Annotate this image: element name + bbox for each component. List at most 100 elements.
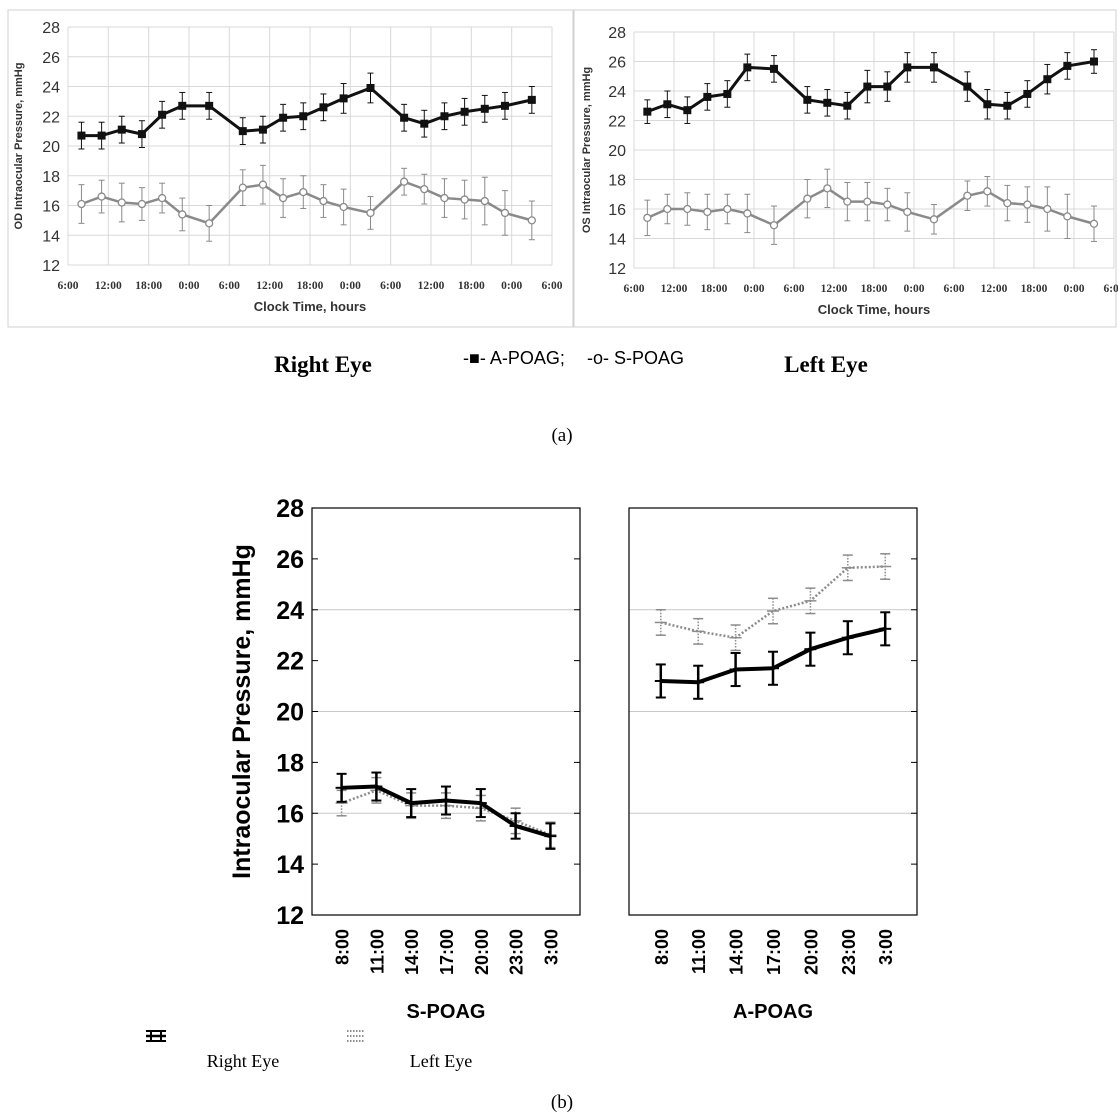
a-poag-point [903, 63, 912, 72]
x-tick-label: 0:00 [903, 283, 924, 295]
a-poag-point [279, 113, 288, 122]
x-tick-label: 12:00 [256, 280, 283, 292]
caption-right-eye: Right Eye [274, 352, 372, 377]
a-poag-point [803, 95, 812, 104]
legend-a-apoag: -■- A-POAG; [463, 348, 565, 368]
caption-left-eye: Left Eye [784, 352, 868, 377]
x-tick-label: 6:00 [623, 283, 644, 295]
s-poag-point [803, 194, 812, 203]
y-tick-label: 12 [42, 258, 60, 275]
a-poag-point [77, 131, 86, 140]
s-poag-point [983, 187, 992, 196]
a-poag-point [460, 107, 469, 116]
a-poag-point [1063, 61, 1072, 70]
s-poag-point [399, 177, 409, 186]
figure-label-b: (b) [551, 1092, 573, 1113]
s-poag-point [258, 180, 268, 189]
x-tick-label: 12:00 [418, 280, 445, 292]
x-tick-label: 6:00 [943, 283, 964, 295]
y-tick-label: 16 [608, 202, 626, 219]
x-tick-label: 6:00 [783, 283, 804, 295]
x-tick-label: 14:00 [727, 929, 747, 975]
x-tick-label: 17:00 [437, 929, 457, 975]
s-poag-point [903, 207, 912, 217]
legend-b-right-eye-label: Right Eye [207, 1051, 280, 1071]
panel-a-left-frame [573, 9, 1117, 328]
chart-a-right-eye: 12 14 16 18 20 22 24 26 28 6:00 12:00 18:00 0:00 6:00… [13, 20, 563, 314]
y-tick-label: 26 [276, 546, 304, 574]
s-poag-point [178, 210, 187, 219]
x-tick-label: 6:00 [219, 280, 240, 292]
s-poag-point [527, 216, 536, 225]
s-poag-point [843, 197, 852, 206]
a-poag-point [930, 63, 938, 72]
a-poag-point [299, 112, 308, 121]
a-poag-point [683, 106, 692, 115]
y-tick-label: 28 [608, 25, 626, 42]
y-tick-label: 16 [42, 199, 60, 216]
a-poag-point [117, 125, 126, 134]
x-tick-label: 0:00 [501, 280, 522, 292]
x-tick-label: 6:00 [1103, 283, 1118, 295]
s-poag-point [1089, 219, 1099, 228]
x-tick-label: 14:00 [402, 929, 422, 975]
a-poag-point [863, 82, 872, 91]
y-tick-label: 18 [42, 169, 60, 186]
x-tick-label: 12:00 [95, 280, 122, 292]
x-tick-label: 0:00 [743, 283, 764, 295]
a-poag-point [158, 110, 167, 119]
s-poag-point [440, 193, 449, 203]
x-tick-label: 8:00 [652, 929, 672, 965]
a-poag-point [883, 82, 892, 91]
a-poag-point [963, 82, 972, 91]
a-poag-point [205, 101, 214, 110]
s-poag-point [683, 204, 692, 214]
s-poag-point [238, 183, 247, 192]
y-tick-label: 14 [276, 851, 304, 879]
y-tick-label: 18 [608, 173, 626, 190]
a-poag-point [238, 127, 247, 136]
x-axis-title: Clock Time, hours [254, 299, 366, 314]
y-tick-label: 12 [608, 261, 626, 278]
x-tick-label: 11:00 [367, 929, 387, 974]
x-tick-label: 8:00 [333, 929, 353, 965]
s-poag-point [117, 198, 126, 207]
x-tick-label: 12:00 [981, 283, 1008, 295]
s-poag-point [157, 193, 167, 203]
a-poag-point [319, 103, 328, 112]
x-tick-label: 3:00 [541, 929, 561, 965]
a-poag-point [258, 125, 267, 134]
x-tick-label: 20:00 [801, 929, 821, 975]
figure-label-a: (a) [551, 425, 572, 446]
y-tick-label: 12 [276, 902, 304, 930]
x-tick-label: 23:00 [507, 929, 527, 975]
a-poag-point [527, 95, 536, 104]
x-axis-title: S-POAG [407, 1001, 486, 1023]
y-tick-label: 26 [608, 55, 626, 72]
s-poag-point [823, 184, 832, 193]
x-tick-label: 12:00 [821, 283, 848, 295]
y-tick-label: 16 [276, 800, 304, 828]
s-poag-point [769, 221, 779, 230]
x-tick-label: 18:00 [135, 280, 162, 292]
s-poag-point [278, 193, 288, 203]
s-poag-point [723, 204, 732, 214]
s-poag-point [703, 207, 712, 217]
s-poag-point [319, 196, 328, 206]
s-poag-point [1063, 212, 1072, 221]
x-tick-label: 18:00 [701, 283, 728, 295]
s-poag-point [420, 184, 429, 194]
y-tick-label: 14 [608, 232, 626, 249]
s-poag-point [1043, 204, 1052, 214]
s-poag-point [643, 213, 652, 223]
a-poag-point [703, 92, 712, 101]
s-poag-point [863, 197, 872, 206]
y-tick-label: 18 [276, 749, 304, 777]
s-poag-point [137, 199, 147, 209]
s-poag-point [1023, 200, 1032, 209]
s-poag-point [205, 219, 214, 228]
legend-b-left-eye-label: Left Eye [410, 1051, 472, 1071]
a-poag-point [400, 113, 409, 122]
s-poag-point [1003, 198, 1012, 208]
